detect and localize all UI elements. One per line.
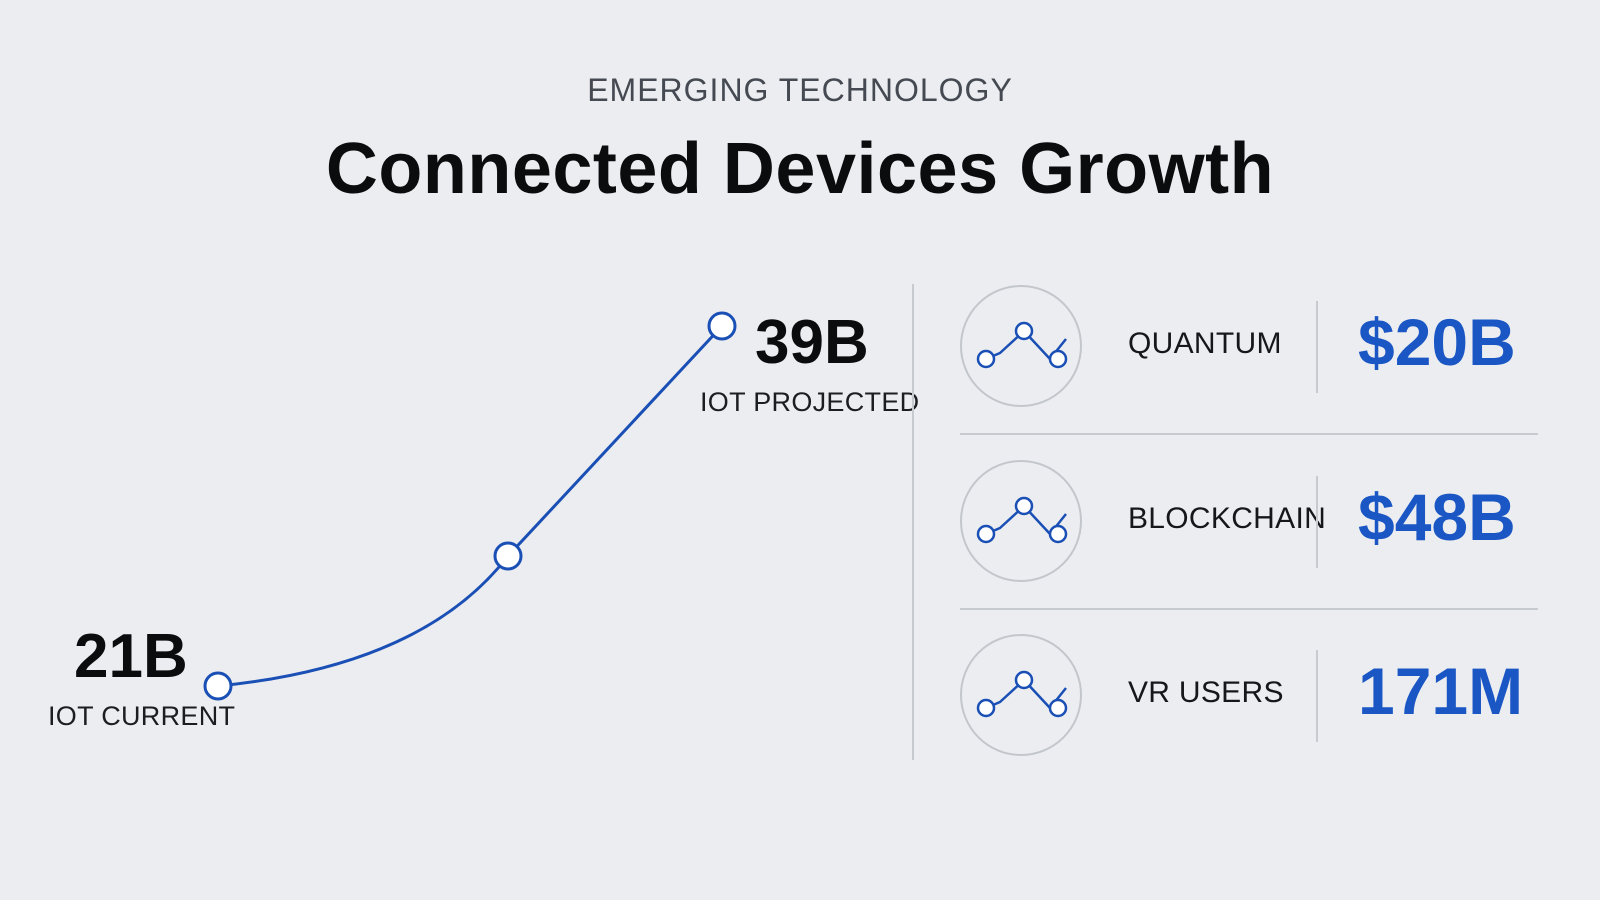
start-label: IOT CURRENT (48, 701, 236, 731)
stat-value: 171M (1358, 654, 1524, 728)
stat-separator (1316, 650, 1318, 742)
end-value: 39B (755, 308, 869, 377)
stat-value: $48B (1358, 480, 1516, 554)
start-value: 21B (74, 622, 188, 691)
stat-label: BLOCKCHAIN (1128, 502, 1327, 535)
stat-row-quantum: QUANTUM $20B (958, 283, 1536, 413)
end-label: IOT PROJECTED (700, 387, 920, 417)
row-divider (960, 608, 1538, 610)
trend-line-icon (960, 285, 1082, 407)
stat-label: QUANTUM (1128, 327, 1282, 360)
eyebrow-heading: EMERGING TECHNOLOGY (587, 72, 1013, 108)
stat-separator (1316, 476, 1318, 568)
data-point-0 (203, 671, 233, 701)
page-title: Connected Devices Growth (325, 129, 1275, 209)
stat-label: VR USERS (1128, 676, 1284, 709)
data-point-1 (493, 541, 523, 571)
stat-row-vr-users: VR USERS 171M (958, 632, 1536, 762)
trend-line-icon (960, 460, 1082, 582)
growth-line-chart (203, 311, 737, 701)
stat-row-blockchain: BLOCKCHAIN $48B (958, 458, 1536, 588)
growth-points (203, 311, 737, 701)
stat-value: $20B (1358, 305, 1516, 379)
column-divider (912, 284, 914, 760)
trend-line-icon (960, 634, 1082, 756)
row-divider (960, 433, 1538, 435)
growth-series-line (217, 324, 724, 688)
stat-separator (1316, 301, 1318, 393)
data-point-2 (707, 311, 737, 341)
